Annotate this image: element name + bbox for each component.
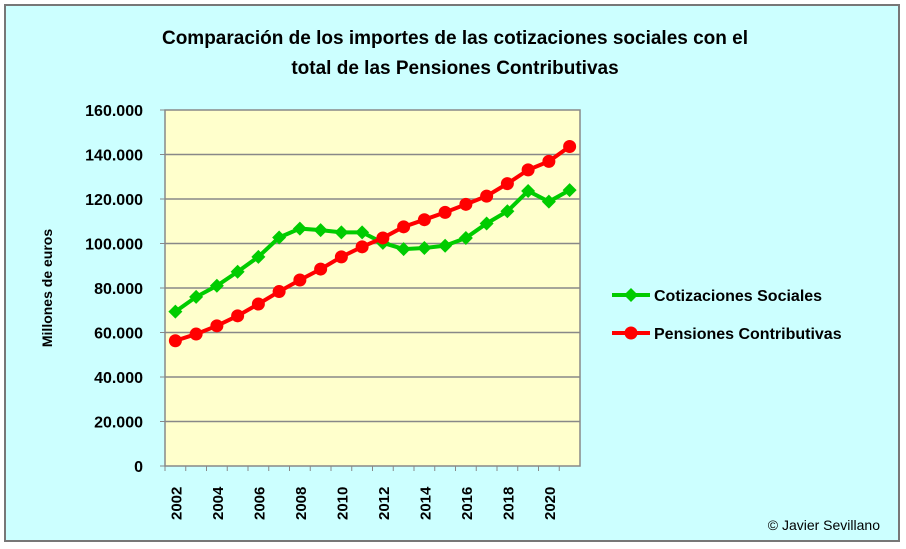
y-tick-label: 160.000: [85, 103, 143, 120]
legend-label-1: Pensiones Contributivas: [654, 326, 842, 343]
data-point: [251, 249, 266, 264]
x-tick-label: 2002: [168, 487, 185, 520]
data-point: [417, 213, 431, 227]
x-tick-label: 2016: [459, 487, 476, 520]
data-point: [251, 297, 265, 311]
data-point: [355, 240, 369, 254]
legend-marker: [624, 326, 638, 340]
y-axis-label: Millones de euros: [39, 229, 55, 347]
chart-title-line-1: Comparación de los importes de las cotiz…: [162, 28, 748, 49]
x-tick-label: 2004: [210, 486, 227, 520]
y-tick-label: 60.000: [94, 326, 143, 343]
y-tick-label: 100.000: [85, 237, 143, 254]
data-point: [397, 220, 411, 234]
data-point: [189, 327, 203, 341]
data-point: [355, 225, 370, 240]
data-point: [313, 223, 328, 238]
data-point: [231, 309, 245, 323]
data-point: [189, 289, 204, 304]
data-point: [542, 154, 556, 168]
x-tick-label: 2020: [542, 487, 559, 520]
data-point: [521, 163, 535, 177]
data-point: [480, 189, 494, 203]
data-point: [272, 230, 287, 245]
data-point: [563, 139, 577, 153]
x-tick-label: 2018: [500, 487, 517, 520]
data-point: [541, 194, 556, 209]
data-point: [479, 216, 494, 231]
data-point: [376, 231, 390, 245]
data-point: [458, 230, 473, 245]
data-point: [314, 262, 328, 276]
y-tick-label: 20.000: [94, 415, 143, 432]
data-point: [562, 183, 577, 198]
chart-title-line-2: total de las Pensiones Contributivas: [291, 58, 618, 79]
x-tick-label: 2010: [334, 487, 351, 520]
x-tick-label: 2006: [251, 487, 268, 520]
data-point: [500, 177, 514, 191]
data-point: [438, 238, 453, 253]
data-point: [292, 221, 307, 236]
data-point: [334, 225, 349, 240]
legend-marker: [624, 288, 638, 302]
data-point: [334, 250, 348, 264]
data-point: [396, 242, 411, 257]
data-point: [293, 273, 307, 287]
data-point: [459, 197, 473, 211]
data-point: [210, 319, 224, 333]
data-point: [438, 205, 452, 219]
x-tick-label: 2014: [417, 486, 434, 520]
y-tick-label: 80.000: [94, 281, 143, 298]
x-tick-label: 2012: [376, 487, 393, 520]
data-point: [168, 304, 183, 319]
data-point: [230, 264, 245, 279]
legend-label-0: Cotizaciones Sociales: [654, 288, 822, 305]
data-point: [209, 278, 224, 293]
data-point: [521, 183, 536, 198]
x-tick-label: 2008: [293, 487, 310, 520]
data-point: [417, 240, 432, 255]
y-tick-label: 0: [134, 459, 143, 476]
data-point: [500, 204, 515, 219]
y-tick-label: 140.000: [85, 148, 143, 165]
data-point: [272, 285, 286, 299]
data-point: [168, 334, 182, 348]
y-tick-label: 40.000: [94, 370, 143, 387]
y-tick-label: 120.000: [85, 192, 143, 209]
copyright-annotation: © Javier Sevillano: [768, 517, 880, 533]
